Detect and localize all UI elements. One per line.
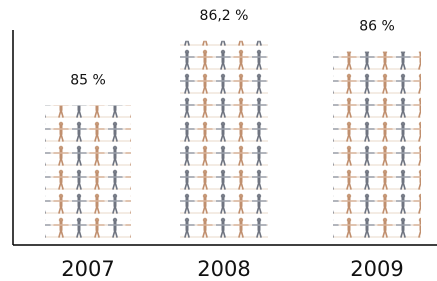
x-tick-label: 2007 <box>61 257 114 281</box>
bar <box>333 52 421 240</box>
value-label: 86 % <box>359 19 395 35</box>
bar <box>180 41 268 240</box>
chart: 85 % 2007 86,2 % 2008 86 % 2009 <box>0 0 437 281</box>
value-label: 86,2 % <box>200 8 249 24</box>
bar <box>45 105 131 240</box>
x-tick-label: 2008 <box>197 257 250 281</box>
value-label: 85 % <box>70 72 106 88</box>
x-tick-label: 2009 <box>350 257 403 281</box>
